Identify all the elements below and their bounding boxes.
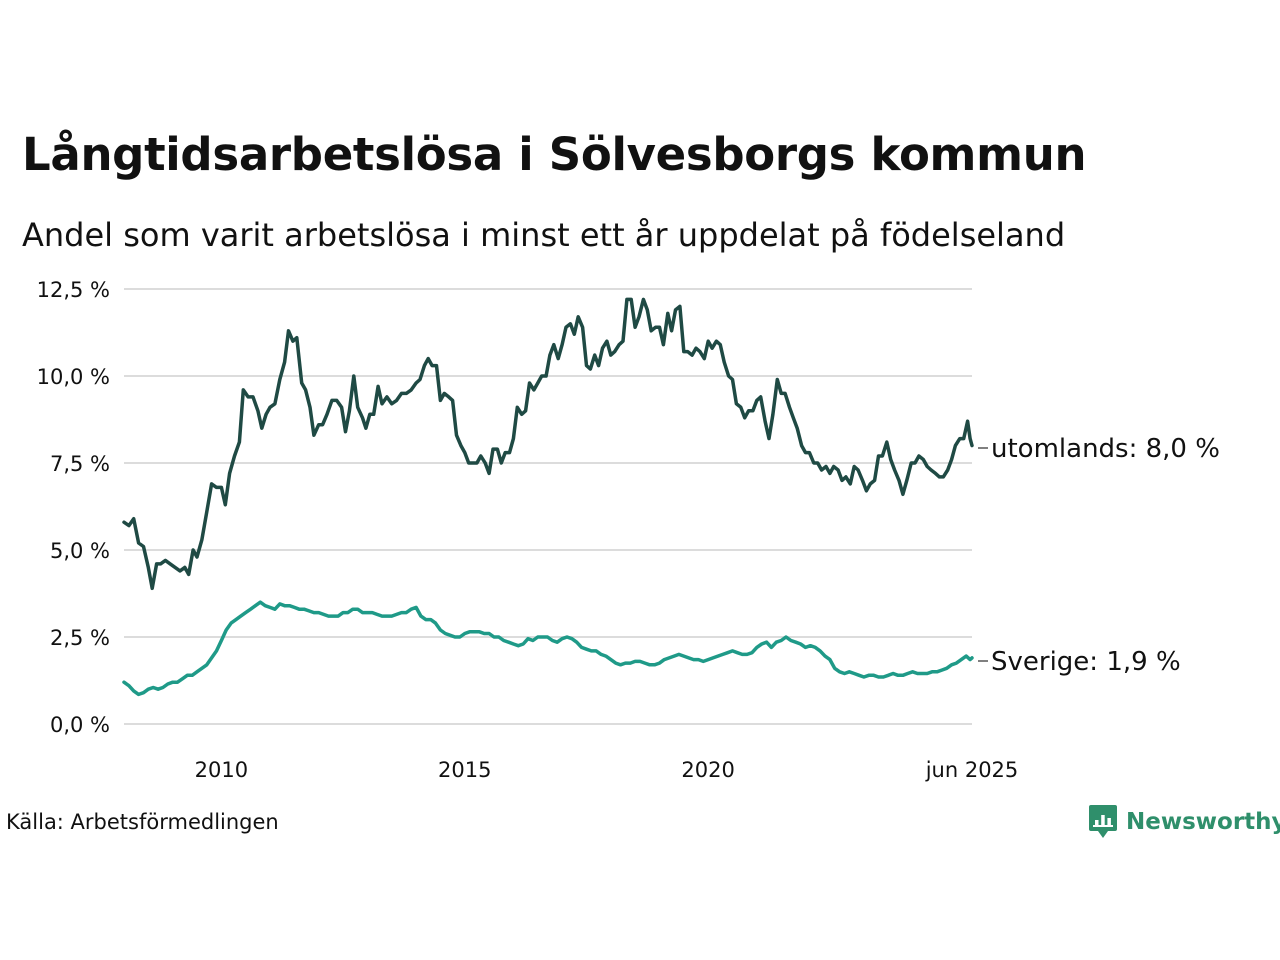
x-tick-label: 2020: [681, 758, 734, 782]
brand-logo: Newsworthy: [1088, 804, 1280, 840]
x-axis-tick-labels: 2010 2015 2020 jun 2025: [195, 758, 1019, 782]
y-tick-label: 2,5 %: [50, 626, 110, 650]
series-end-labels: utomlands: 8,0 % Sverige: 1,9 %: [978, 434, 1220, 677]
series-line-utomlands: [122, 297, 974, 591]
x-tick-label: 2015: [438, 758, 491, 782]
series-line-sverige: [122, 600, 974, 697]
brand-name: Newsworthy: [1126, 809, 1280, 835]
x-tick-label: 2010: [195, 758, 248, 782]
y-tick-label: 10,0 %: [37, 365, 110, 389]
chart-title: Långtidsarbetslösa i Sölvesborgs kommun: [22, 128, 1087, 181]
line-chart: 0,0 %2,5 %5,0 %7,5 %10,0 %12,5 % 2010 201…: [37, 278, 1220, 782]
source-note: Källa: Arbetsförmedlingen: [6, 810, 279, 834]
series-lines: [122, 297, 974, 697]
y-tick-label: 0,0 %: [50, 713, 110, 737]
newsworthy-logo-icon: [1089, 805, 1117, 838]
gridlines: [124, 288, 972, 725]
y-tick-label: 12,5 %: [37, 278, 110, 302]
y-tick-label: 5,0 %: [50, 539, 110, 563]
y-axis-tick-labels: 0,0 % 2,5 % 5,0 % 7,5 % 10,0 % 12,5 %: [37, 278, 110, 737]
x-tick-label: jun 2025: [925, 758, 1019, 782]
y-tick-label: 7,5 %: [50, 452, 110, 476]
end-label-sverige: Sverige: 1,9 %: [991, 647, 1181, 677]
end-label-utomlands: utomlands: 8,0 %: [991, 434, 1220, 464]
chart-subtitle: Andel som varit arbetslösa i minst ett å…: [22, 216, 1066, 254]
